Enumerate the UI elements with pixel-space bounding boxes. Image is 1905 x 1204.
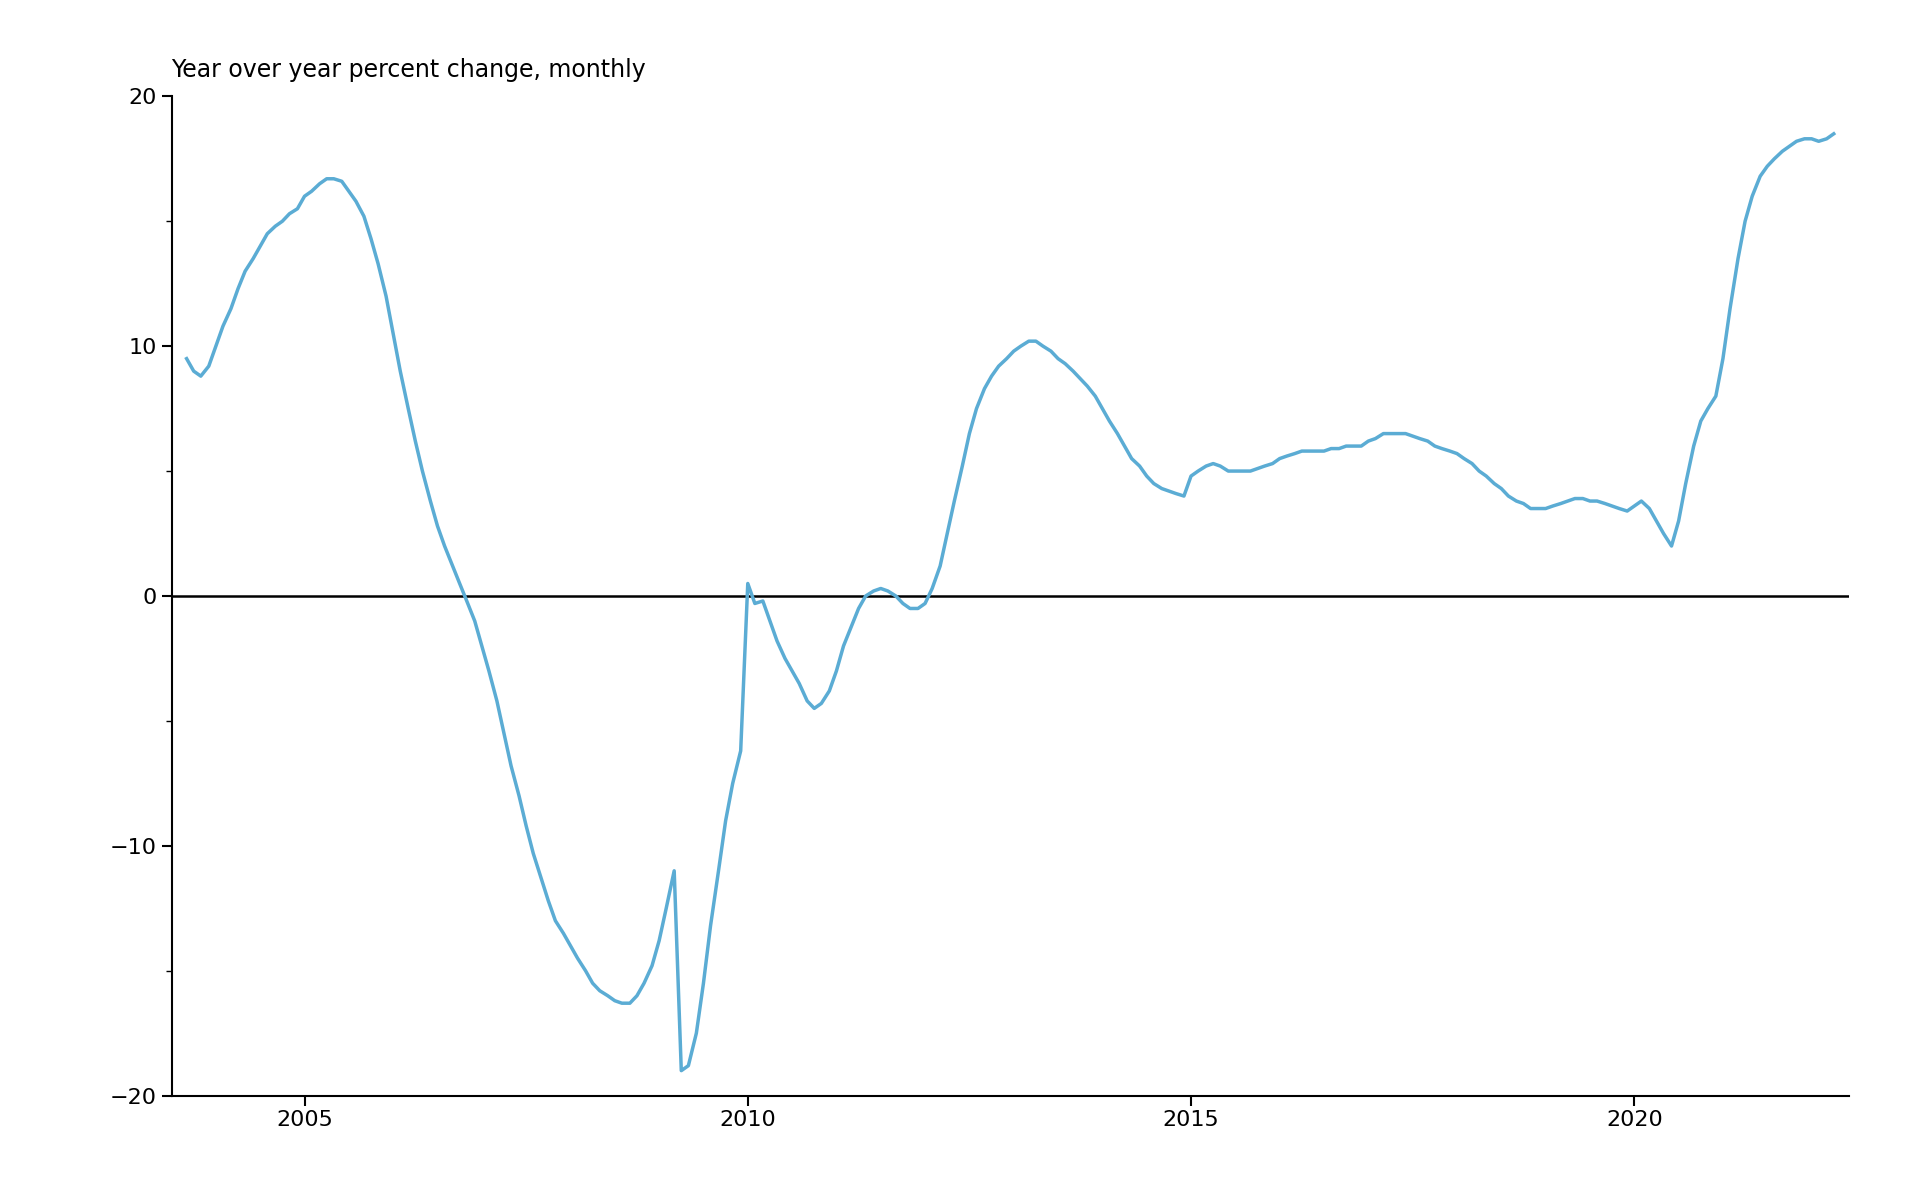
Text: Year over year percent change, monthly: Year over year percent change, monthly	[171, 58, 646, 82]
